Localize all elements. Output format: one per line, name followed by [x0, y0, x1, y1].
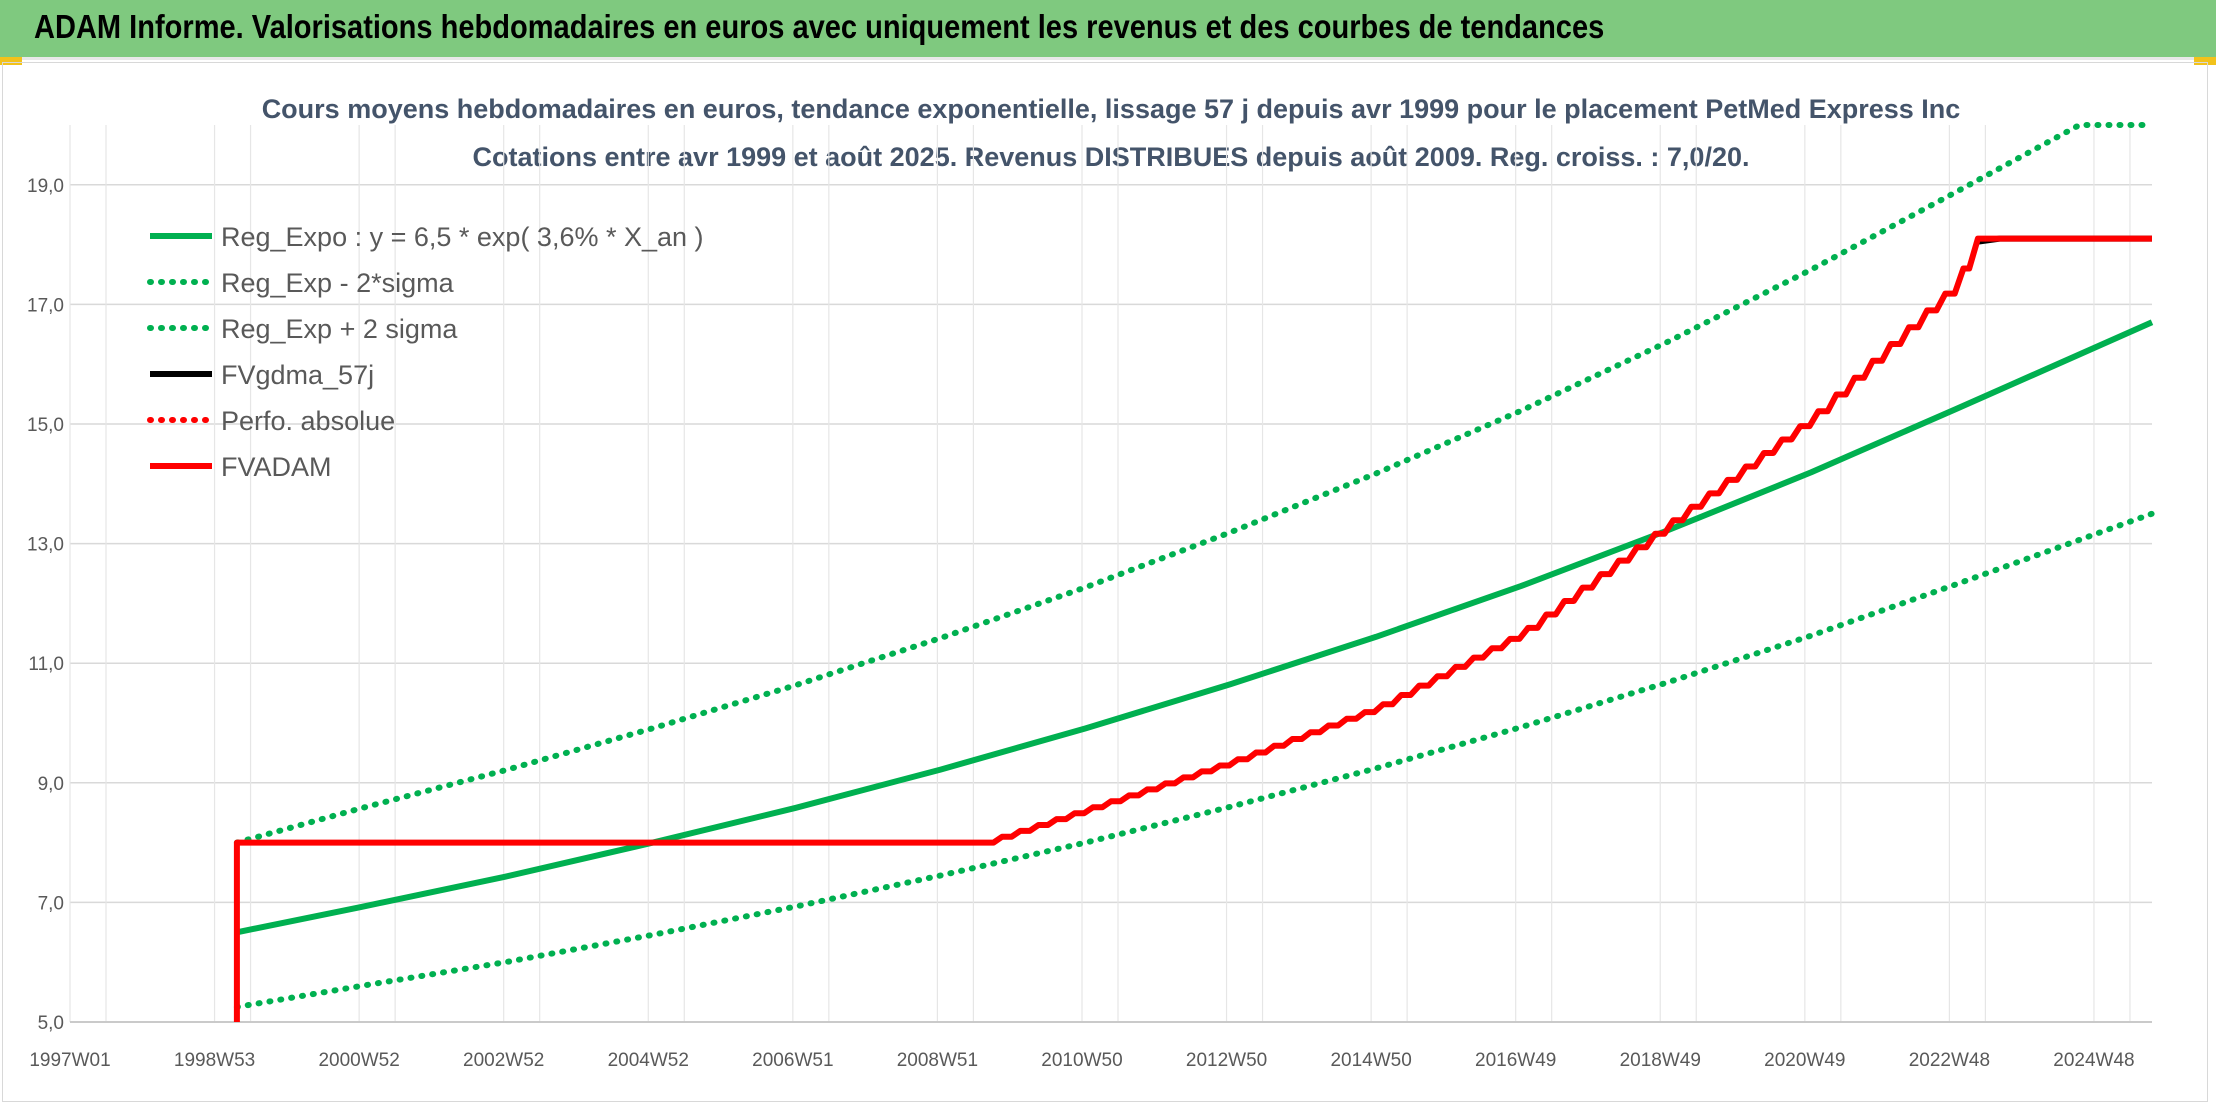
- corner-marker-right: [2194, 57, 2216, 65]
- y-tick-label: 13,0: [27, 535, 64, 556]
- series-line-0: [236, 319, 2154, 936]
- legend-label-5: FVADAM: [221, 452, 332, 482]
- report-banner: ADAM Informe. Valorisations hebdomadaire…: [0, 0, 2216, 60]
- legend-label-3: FVgdma_57j: [221, 360, 374, 390]
- x-tick-label: 2022W48: [1909, 1050, 1990, 1071]
- legend-label-4: Perfo. absolue: [221, 406, 395, 436]
- x-tick-label: 2008W51: [897, 1050, 978, 1071]
- x-tick-label: 2006W51: [752, 1050, 833, 1071]
- x-tick-label: 2004W52: [608, 1050, 689, 1071]
- series-line-5: [233, 235, 2152, 1022]
- x-tick-label: 1997W01: [29, 1050, 110, 1071]
- y-tick-label: 11,0: [28, 654, 64, 675]
- series-line-2: [233, 122, 2155, 846]
- x-tick-label: 1998W53: [174, 1050, 255, 1071]
- chart-frame: [2, 62, 2208, 1102]
- x-tick-label: 2012W50: [1186, 1050, 1267, 1071]
- x-tick-label: 2000W52: [318, 1050, 399, 1071]
- x-tick-label: 2002W52: [463, 1050, 544, 1071]
- y-tick-label: 19,0: [27, 176, 64, 197]
- x-tick-label: 2014W50: [1330, 1050, 1411, 1071]
- y-tick-label: 15,0: [27, 415, 64, 436]
- y-tick-label: 9,0: [38, 774, 64, 795]
- x-tick-label: 2024W48: [2053, 1050, 2134, 1071]
- legend-label-1: Reg_Exp - 2*sigma: [221, 268, 455, 298]
- chart-title-line-1: Cours moyens hebdomadaires en euros, ten…: [262, 94, 1961, 124]
- x-tick-label: 2020W49: [1764, 1050, 1845, 1071]
- legend-label-0: Reg_Expo : y = 6,5 * exp( 3,6% * X_an ): [221, 222, 704, 252]
- corner-marker-left: [0, 57, 22, 65]
- series-line-1: [233, 510, 2155, 1010]
- x-tick-label: 2016W49: [1475, 1050, 1556, 1071]
- x-tick-label: 2010W50: [1041, 1050, 1122, 1071]
- x-tick-label: 2018W49: [1620, 1050, 1701, 1071]
- y-tick-label: 7,0: [38, 893, 64, 914]
- report-title: ADAM Informe. Valorisations hebdomadaire…: [34, 8, 1605, 45]
- y-tick-label: 17,0: [27, 295, 64, 316]
- chart-title-line-2: Cotations entre avr 1999 et août 2025. R…: [473, 142, 1750, 172]
- y-tick-label: 5,0: [38, 1013, 64, 1034]
- legend-label-2: Reg_Exp + 2 sigma: [221, 314, 458, 344]
